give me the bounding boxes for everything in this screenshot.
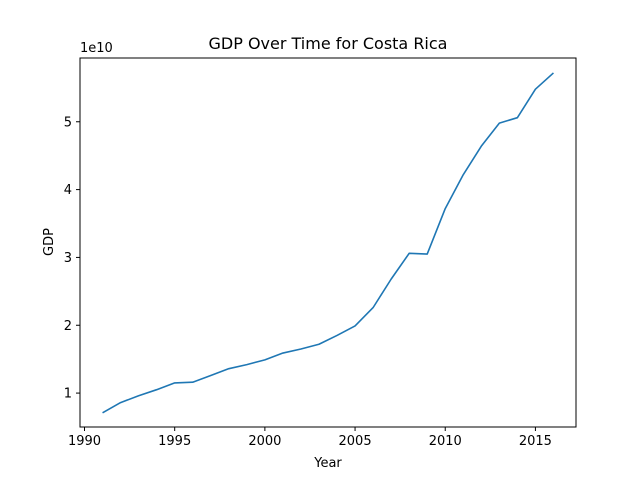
series-line-0 (102, 72, 554, 414)
x-tick-label-2015: 2015 (519, 434, 552, 449)
y-axis-offset-label: 1e10 (80, 41, 113, 56)
plot-area: 1990 1995 2000 2005 2010 2015 1 2 3 4 5 (64, 57, 577, 449)
x-tick-label-2010: 2010 (429, 434, 462, 449)
y-tick-label-5: 5 (64, 115, 72, 130)
y-tick-label-4: 4 (64, 183, 72, 198)
y-tick-label-3: 3 (64, 251, 72, 266)
chart-title: GDP Over Time for Costa Rica (209, 34, 448, 53)
axes-frame (79, 57, 577, 428)
y-axis-label: GDP (42, 228, 57, 256)
x-axis-label: Year (313, 456, 342, 471)
x-tick-label-2000: 2000 (248, 434, 281, 449)
x-tick-label-2005: 2005 (339, 434, 372, 449)
y-tick-label-2: 2 (64, 319, 72, 334)
y-tick-label-1: 1 (64, 387, 72, 402)
x-tick-label-1990: 1990 (68, 434, 101, 449)
x-tick-label-1995: 1995 (158, 434, 191, 449)
